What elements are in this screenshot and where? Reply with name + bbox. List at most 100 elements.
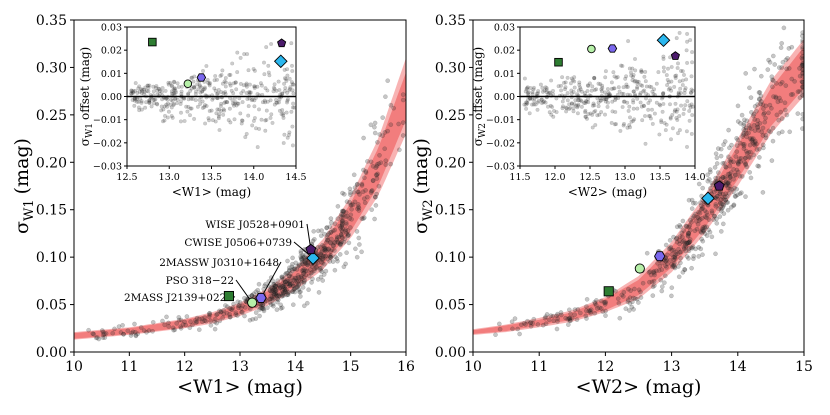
data-point (359, 249, 364, 255)
data-point (116, 324, 122, 329)
inset-data-point (569, 76, 574, 81)
data-point (281, 280, 286, 286)
inset-data-point (668, 86, 673, 91)
data-point (329, 220, 334, 225)
data-point (702, 225, 708, 231)
data-point (592, 301, 598, 306)
inset-data-point (160, 86, 165, 91)
annotation-label: PSO 318−22 (166, 275, 234, 287)
data-point (746, 123, 752, 128)
data-point (202, 315, 207, 320)
inset-data-point (281, 141, 286, 145)
data-point (682, 240, 687, 246)
data-point (700, 252, 705, 257)
inset-data-point (534, 91, 539, 96)
inset-data-point (240, 118, 244, 123)
inset-data-point (596, 100, 601, 105)
data-point (309, 280, 314, 285)
data-point (282, 284, 287, 290)
data-point (737, 156, 742, 161)
data-point (632, 286, 637, 292)
data-point (709, 210, 715, 216)
inset-data-point (598, 82, 603, 87)
data-point (361, 215, 367, 220)
data-point (629, 304, 635, 310)
data-point (229, 307, 235, 313)
data-point (348, 212, 354, 218)
y-tick-label: 0.20 (36, 155, 67, 171)
data-point (272, 284, 278, 289)
inset-data-point (129, 91, 134, 96)
inset-data-point (547, 90, 552, 95)
data-point (199, 316, 205, 322)
data-point (373, 194, 378, 200)
data-point (663, 263, 668, 269)
data-point (696, 181, 702, 187)
data-point (341, 208, 346, 214)
inset-data-point (621, 91, 626, 96)
data-point (795, 111, 801, 116)
inset-data-point (280, 91, 285, 96)
inset-data-point (627, 123, 632, 127)
data-point (281, 290, 286, 295)
data-point (314, 264, 319, 270)
data-point (362, 175, 367, 181)
data-point (272, 292, 277, 298)
inset-data-point (665, 77, 670, 82)
inset-data-point (547, 110, 552, 115)
inset-data-point (151, 101, 156, 106)
inset-data-point (173, 88, 178, 93)
inset-data-point (643, 141, 648, 146)
x-tick-label: 12 (176, 359, 194, 375)
inset-y-tick-label: 0.02 (494, 46, 515, 57)
inset-data-point (263, 128, 268, 133)
inset-data-point (138, 96, 143, 101)
data-point (184, 314, 190, 319)
inset-data-point (563, 87, 567, 92)
data-point (330, 243, 336, 248)
object-marker (603, 286, 614, 297)
inset-data-point (284, 110, 289, 115)
data-point (676, 264, 681, 269)
inset-data-point (662, 69, 666, 74)
inset-data-point (525, 101, 530, 106)
data-point (727, 158, 733, 164)
data-point (378, 160, 384, 165)
inset-data-point (540, 85, 545, 90)
data-point (301, 255, 307, 261)
data-point (250, 316, 255, 322)
data-point (751, 141, 757, 147)
data-point (651, 268, 657, 274)
data-point (759, 129, 765, 135)
inset-data-point (669, 65, 674, 69)
inset-data-point (236, 101, 241, 106)
data-point (684, 241, 690, 246)
inset-data-point (660, 109, 665, 114)
inset-y-label-subscript: W1 (85, 123, 95, 138)
data-point (770, 77, 775, 83)
inset-y-label-rest: offset (mag) (78, 47, 92, 120)
data-point (214, 311, 220, 317)
data-point (340, 214, 346, 219)
inset-data-point (255, 145, 260, 150)
data-point (249, 293, 255, 298)
data-point (121, 331, 126, 337)
inset-data-point (619, 63, 624, 68)
data-point (233, 312, 238, 317)
inset-data-point (205, 77, 210, 82)
inset-data-point (603, 69, 608, 74)
data-point (723, 197, 728, 203)
data-point (400, 133, 406, 138)
data-point (372, 130, 378, 136)
y-tick-label: 0.25 (435, 108, 466, 124)
data-point (754, 109, 759, 114)
data-point (217, 318, 223, 324)
inset-data-point (647, 84, 652, 89)
data-point (271, 303, 276, 309)
data-point (343, 220, 349, 225)
inset-data-point (282, 89, 287, 93)
inset-data-point (145, 83, 150, 88)
inset-data-point (270, 120, 275, 125)
data-point (348, 202, 354, 208)
inset-data-point (130, 98, 135, 102)
